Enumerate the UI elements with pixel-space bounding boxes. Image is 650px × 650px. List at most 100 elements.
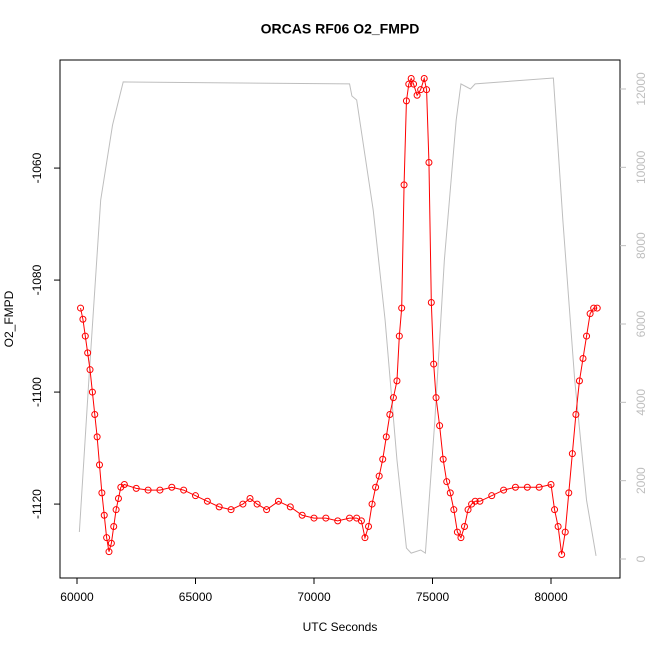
series-line [78,77,597,556]
data-point [450,506,458,514]
data-point [274,497,282,505]
data-point [558,550,566,558]
data-point [180,486,188,494]
data-point [114,494,122,502]
data-point [551,506,559,514]
data-point [535,483,543,491]
y-tick-label: -1100 [30,377,44,407]
data-point [389,394,397,402]
data-point [227,506,235,514]
data-point [88,388,96,396]
data-point [423,86,431,94]
data-point [81,332,89,340]
data-point [215,503,223,511]
data-point [263,506,271,514]
x-axis-label: UTC Seconds [303,620,378,634]
data-point [443,478,451,486]
data-point [405,80,413,88]
data-point [286,503,294,511]
data-point [488,492,496,500]
y2-tick-label: 10000 [634,150,648,184]
data-point [420,74,428,82]
data-point [568,450,576,458]
y-tick-label: -1060 [30,152,44,183]
data-point [430,360,438,368]
data-point [386,410,394,418]
data-point [93,433,101,441]
data-point [84,349,92,357]
data-point [100,511,108,519]
data-point [110,522,118,530]
data-point [402,97,410,105]
data-point [464,506,472,514]
data-point [322,514,330,522]
data-point [586,310,594,318]
data-point [410,80,418,88]
data-point [511,483,519,491]
data-point [572,410,580,418]
data-point [246,494,254,502]
data-point [96,461,104,469]
data-point [398,304,406,312]
data-point [436,422,444,430]
x-tick-label: 60000 [60,590,94,604]
y2-tick-label: 4000 [634,389,648,416]
data-point [425,158,433,166]
data-point [583,332,591,340]
data-point [395,332,403,340]
data-point [120,480,128,488]
data-point [579,354,587,362]
data-point [446,489,454,497]
data-point [500,486,508,494]
data-point [144,486,152,494]
data-point [77,304,85,312]
data-point [107,539,115,547]
data-point [91,410,99,418]
data-point [365,522,373,530]
data-point [400,181,408,189]
data-point [239,500,247,508]
data-point [86,366,94,374]
data-point [407,74,415,82]
data-point [439,455,447,463]
data-point [357,517,365,525]
data-point [372,483,380,491]
y2-tick-label: 6000 [634,310,648,337]
data-point [168,483,176,491]
data-point [298,511,306,519]
data-point [471,497,479,505]
data-point [361,534,369,542]
data-point [547,480,555,488]
data-point [132,484,140,492]
data-point [393,377,401,385]
data-point [334,517,342,525]
data-point [79,315,87,323]
plot-box [59,59,621,579]
data-point [310,514,318,522]
data-point [476,497,484,505]
data-point [105,548,113,556]
data-point [561,528,569,536]
y2-tick-label: 0 [634,555,648,562]
x-tick-label: 70000 [297,590,331,604]
data-point [98,489,106,497]
data-point [453,528,461,536]
y-tick-label: -1120 [30,489,44,519]
data-point [590,304,598,312]
data-point [379,455,387,463]
y-axis-label: O2_FMPD [2,290,16,347]
chart-title: ORCAS RF06 O2_FMPD [261,21,420,37]
data-point [593,304,601,312]
y2-tick-label: 8000 [634,232,648,259]
data-point [375,472,383,480]
data-point [191,492,199,500]
data-point [346,514,354,522]
data-point [413,91,421,99]
data-point [575,377,583,385]
data-point [457,534,465,542]
y2-tick-label: 2000 [634,467,648,494]
y-tick-label: -1080 [30,264,44,295]
series-line [80,76,598,555]
data-point [382,433,390,441]
